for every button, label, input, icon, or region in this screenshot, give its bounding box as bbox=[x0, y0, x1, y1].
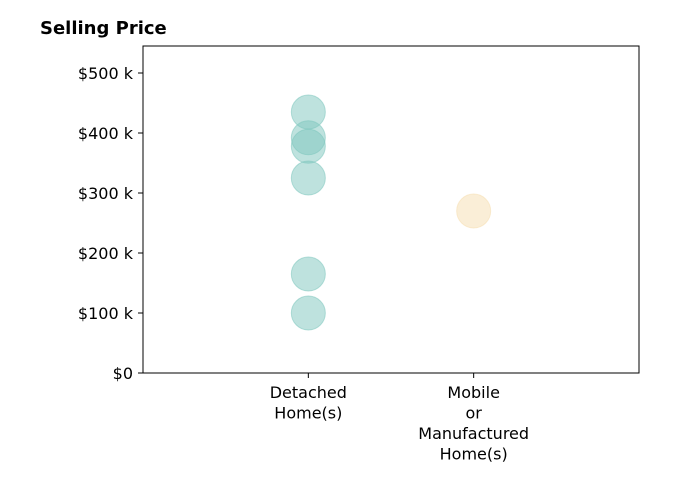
x-tick-label-line: Detached bbox=[270, 383, 347, 402]
y-tick-label: $100 k bbox=[78, 304, 134, 323]
x-tick-label: Detached Home(s) bbox=[270, 383, 347, 423]
x-axis: Detached Home(s) Mobile or Manufactured Home(… bbox=[270, 373, 529, 464]
plot-area bbox=[290, 94, 492, 331]
data-point bbox=[456, 193, 492, 229]
data-point bbox=[290, 295, 326, 331]
y-axis: $0 $100 k $200 k $300 k $400 k $500 k bbox=[78, 64, 143, 383]
chart-title: Selling Price bbox=[40, 18, 167, 39]
data-point bbox=[290, 128, 326, 164]
y-tick-label: $0 bbox=[113, 364, 133, 383]
y-tick-label: $200 k bbox=[78, 244, 134, 263]
plot-frame bbox=[142, 45, 640, 374]
data-point bbox=[290, 160, 326, 196]
x-tick-label-line: Manufactured bbox=[418, 424, 529, 443]
x-tick-label-line: or bbox=[465, 404, 482, 423]
y-tick-label: $400 k bbox=[78, 124, 134, 143]
x-tick-label-line: Home(s) bbox=[274, 404, 342, 423]
y-tick-label: $500 k bbox=[78, 64, 134, 83]
y-tick-label: $300 k bbox=[78, 184, 134, 203]
x-tick-label-line: Home(s) bbox=[440, 445, 508, 464]
x-tick-label: Mobile or Manufactured Home(s) bbox=[418, 383, 529, 464]
x-tick-label-line: Mobile bbox=[447, 383, 499, 402]
data-point bbox=[290, 256, 326, 292]
